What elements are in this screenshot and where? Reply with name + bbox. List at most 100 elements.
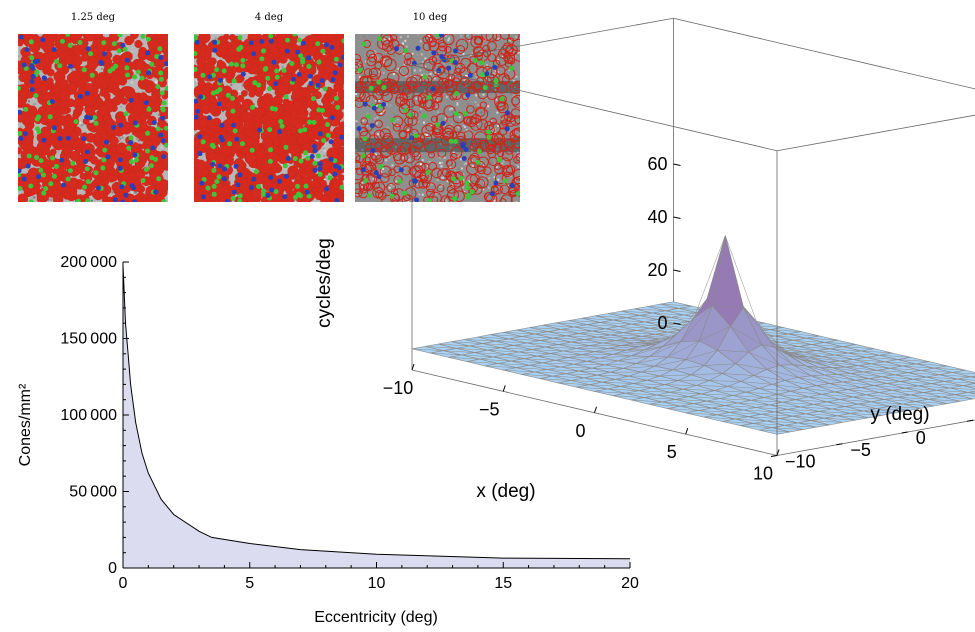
surface-mesh-line [693, 403, 725, 406]
surface-mesh-line [879, 355, 911, 358]
surface-mesh-line [411, 348, 444, 351]
x3d-tick-mark [594, 406, 597, 413]
z-tick-mark [673, 216, 681, 219]
surface-mesh-line [811, 344, 843, 347]
surface-mesh-line [688, 396, 720, 399]
surface-mesh-line [766, 369, 799, 378]
surface-mesh-line [563, 350, 595, 352]
surface-mesh-line [811, 420, 843, 423]
surface-mesh-line [889, 406, 921, 409]
surface-mesh-line [657, 319, 690, 322]
surface-mesh-line [625, 393, 658, 396]
z-tick-mark [673, 269, 681, 272]
surface-mesh-line [738, 402, 770, 406]
surface-mesh-line [795, 399, 827, 403]
y-axis-label: Cones/mm² [17, 383, 34, 466]
surface-mesh-line [456, 348, 488, 351]
surface-mesh-line [469, 345, 501, 349]
surface-mesh-line [758, 429, 791, 433]
surface-mesh-line [787, 409, 819, 412]
surface-mesh-line [759, 388, 791, 392]
surface-mesh-line [774, 411, 806, 415]
surface-mesh-line [438, 343, 470, 347]
surface-mesh-line [775, 335, 807, 339]
x-tick-label: 20 [621, 575, 639, 592]
surface-mesh-line [876, 408, 908, 411]
surface-mesh-line [798, 346, 830, 350]
surface-mesh-line [651, 387, 684, 390]
surface-mesh-line [649, 341, 681, 357]
surface-mesh-line [566, 335, 598, 338]
surface-mesh-line [654, 359, 687, 367]
surface-mesh-line [923, 392, 955, 395]
surface-mesh-line [926, 376, 958, 380]
surface-mesh-line [474, 352, 506, 355]
surface-mesh-line [863, 371, 895, 376]
surface-mesh-line [740, 425, 772, 428]
surface-mesh-line [785, 380, 817, 386]
box-edge [411, 17, 674, 66]
surface-mesh-line [500, 347, 533, 350]
surface-mesh-line [605, 363, 637, 366]
surface-mesh-line [652, 312, 684, 316]
surface-mesh-line [902, 403, 934, 407]
x-tick-label: 0 [119, 575, 128, 592]
surface-mesh-line [954, 394, 975, 397]
surface-mesh-line [594, 391, 626, 394]
surface-mesh-line [826, 401, 859, 405]
surface-mesh-line [897, 359, 930, 362]
surface-mesh-line [845, 366, 877, 371]
area-series-line [122, 265, 631, 560]
surface-mesh-line [532, 349, 564, 352]
surface-mesh-line [800, 406, 833, 410]
surface-mesh-line [832, 367, 864, 373]
surface-mesh-line [808, 396, 840, 400]
mosaic-panel-3: 10 deg [355, 12, 520, 202]
surface-mesh-line [913, 379, 945, 382]
surface-mesh-line [732, 395, 765, 398]
surface-mesh-line [482, 343, 514, 346]
surface-mesh-line [508, 338, 541, 341]
surface-mesh-line [599, 355, 632, 359]
surface-mesh-line [618, 356, 650, 362]
surface-mesh-line [579, 333, 611, 336]
surface-mesh-line [594, 349, 627, 352]
surface-mesh-line [665, 384, 697, 386]
surface-mesh-line [915, 401, 947, 404]
mosaic-panel-2: 4 deg [194, 12, 344, 202]
surface-mesh-line [495, 340, 527, 344]
surface-mesh-line [722, 421, 754, 424]
surface-mesh-line [608, 313, 640, 316]
surface-mesh-line [620, 386, 652, 389]
z-tick-label: 40 [647, 207, 667, 227]
surface-mesh-line [534, 333, 567, 337]
surface-mesh-line [516, 367, 548, 370]
surface-mesh-line [644, 334, 676, 351]
surface-mesh-line [824, 374, 856, 381]
surface-mesh-line [858, 365, 890, 369]
surface-mesh-line [941, 396, 974, 400]
surface-mesh-line [641, 369, 673, 373]
surface-mesh-line [691, 373, 723, 376]
surface-mesh-line [560, 329, 593, 332]
surface-mesh-line [785, 347, 817, 351]
surface-mesh-line [529, 327, 562, 330]
surface-mesh-line [824, 342, 857, 345]
surface-mesh-line [952, 372, 975, 375]
surface-mesh-line [719, 398, 752, 401]
box-edge [411, 64, 778, 152]
surface-mesh-line [788, 333, 820, 337]
surface-mesh-line [529, 365, 561, 368]
surface-mesh-line [837, 374, 869, 379]
surface-mesh-line [915, 363, 948, 367]
surface-mesh-line [860, 387, 893, 391]
surface-mesh-line [576, 386, 608, 390]
surface-mesh-line [519, 351, 551, 354]
surface-mesh-line [805, 413, 838, 417]
x-axis-label: Eccentricity (deg) [314, 609, 438, 626]
surface-mesh-line [685, 412, 718, 416]
surface-mesh-line [607, 388, 639, 391]
surface-mesh-line [550, 353, 582, 355]
x3d-tick-label: 5 [667, 442, 677, 462]
surface-mesh-line [698, 410, 731, 413]
